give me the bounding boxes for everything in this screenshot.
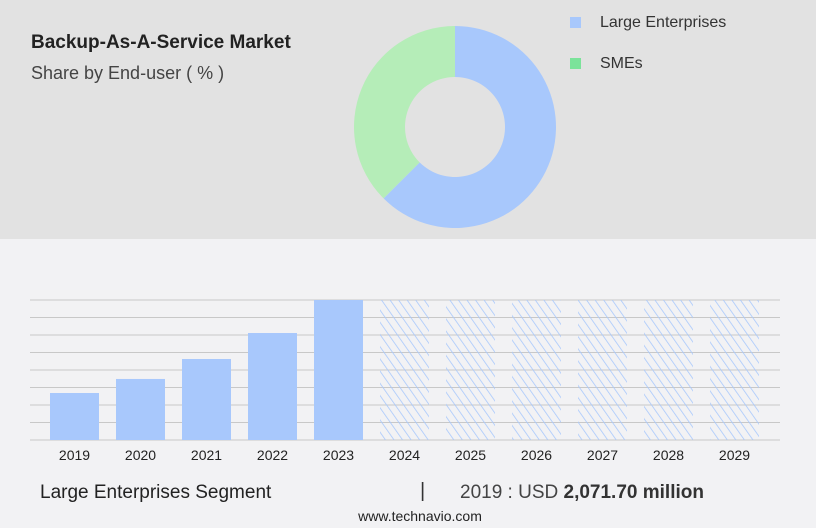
legend-swatch xyxy=(570,58,581,69)
forecast-bar-2025 xyxy=(446,300,495,440)
bar-2022 xyxy=(248,333,297,440)
chart-subtitle: Share by End-user ( % ) xyxy=(31,63,225,83)
x-tick-label: 2028 xyxy=(653,447,684,463)
donut-chart xyxy=(353,26,556,228)
forecast-bar-2028 xyxy=(644,300,693,440)
segment-label: Large Enterprises Segment xyxy=(40,482,272,503)
forecast-bar-2029 xyxy=(710,300,759,440)
separator: | xyxy=(420,480,426,502)
x-tick-label: 2023 xyxy=(323,447,354,463)
legend-item-large-enterprises: Large Enterprises xyxy=(570,14,726,32)
donut-slice-smes xyxy=(353,26,455,199)
chart-title: Backup-As-A-Service Market xyxy=(31,32,291,53)
bar-2023 xyxy=(314,300,363,440)
year-label: 2019 : USD xyxy=(460,482,559,503)
x-tick-label: 2025 xyxy=(455,447,486,463)
segment-value: 2019 : USD 2,071.70 million xyxy=(460,482,704,504)
x-tick-label: 2024 xyxy=(389,447,420,463)
x-tick-label: 2027 xyxy=(587,447,618,463)
bar-chart: 2019 2020 2021 2022 2023 2024 2025 2026 2027 2028… xyxy=(30,299,780,463)
forecast-bar-2024 xyxy=(380,300,429,440)
donut-slice-large-enterprises xyxy=(383,26,556,228)
legend-item-smes: SMEs xyxy=(570,55,643,73)
forecast-bar-2027 xyxy=(578,300,627,440)
x-tick-label: 2026 xyxy=(521,447,552,463)
x-tick-label: 2029 xyxy=(719,447,750,463)
forecast-bar-2026 xyxy=(512,300,561,440)
x-tick-label: 2022 xyxy=(257,447,288,463)
legend-swatch xyxy=(570,17,581,28)
bar-2019 xyxy=(50,392,99,440)
legend-label: SMEs xyxy=(600,55,643,72)
bar-2020 xyxy=(116,378,165,440)
bar-2021 xyxy=(182,358,231,440)
x-tick-label: 2019 xyxy=(59,447,90,463)
x-tick-label: 2020 xyxy=(125,447,156,463)
website: www.technavio.com xyxy=(358,508,482,524)
x-tick-label: 2021 xyxy=(191,447,222,463)
legend-label: Large Enterprises xyxy=(600,14,727,31)
value-amount: 2,071.70 million xyxy=(563,482,704,503)
